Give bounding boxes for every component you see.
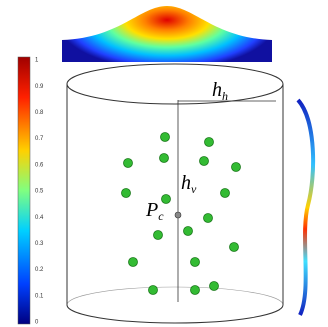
colorbar [17,56,31,325]
colorbar-tick-label: 0.2 [35,267,44,273]
colorbar-tick-label: 1 [35,58,39,64]
label-hh: hh [212,79,228,103]
colorbar-tick-label: 0.6 [35,162,44,168]
label-pc: Pc [145,199,164,223]
label-hv: hv [181,172,197,196]
surface-plot [62,6,272,62]
cylinder [66,63,284,324]
colorbar-tick-label: 0.7 [35,136,44,142]
particles [121,132,241,295]
colorbar-tick-label: 0.4 [35,215,44,221]
colorbar-tick-label: 0.8 [35,110,44,116]
colorbar-tick-label: 0.9 [35,84,44,90]
colorbar-tick-label: 0.5 [35,189,44,195]
colorbar-tick-label: 0.3 [35,241,44,247]
colorbar-tick-label: 0 [35,320,39,326]
colorbar-tick-label: 0.1 [35,293,44,299]
center-point [174,211,182,219]
profile-curve [296,98,316,316]
